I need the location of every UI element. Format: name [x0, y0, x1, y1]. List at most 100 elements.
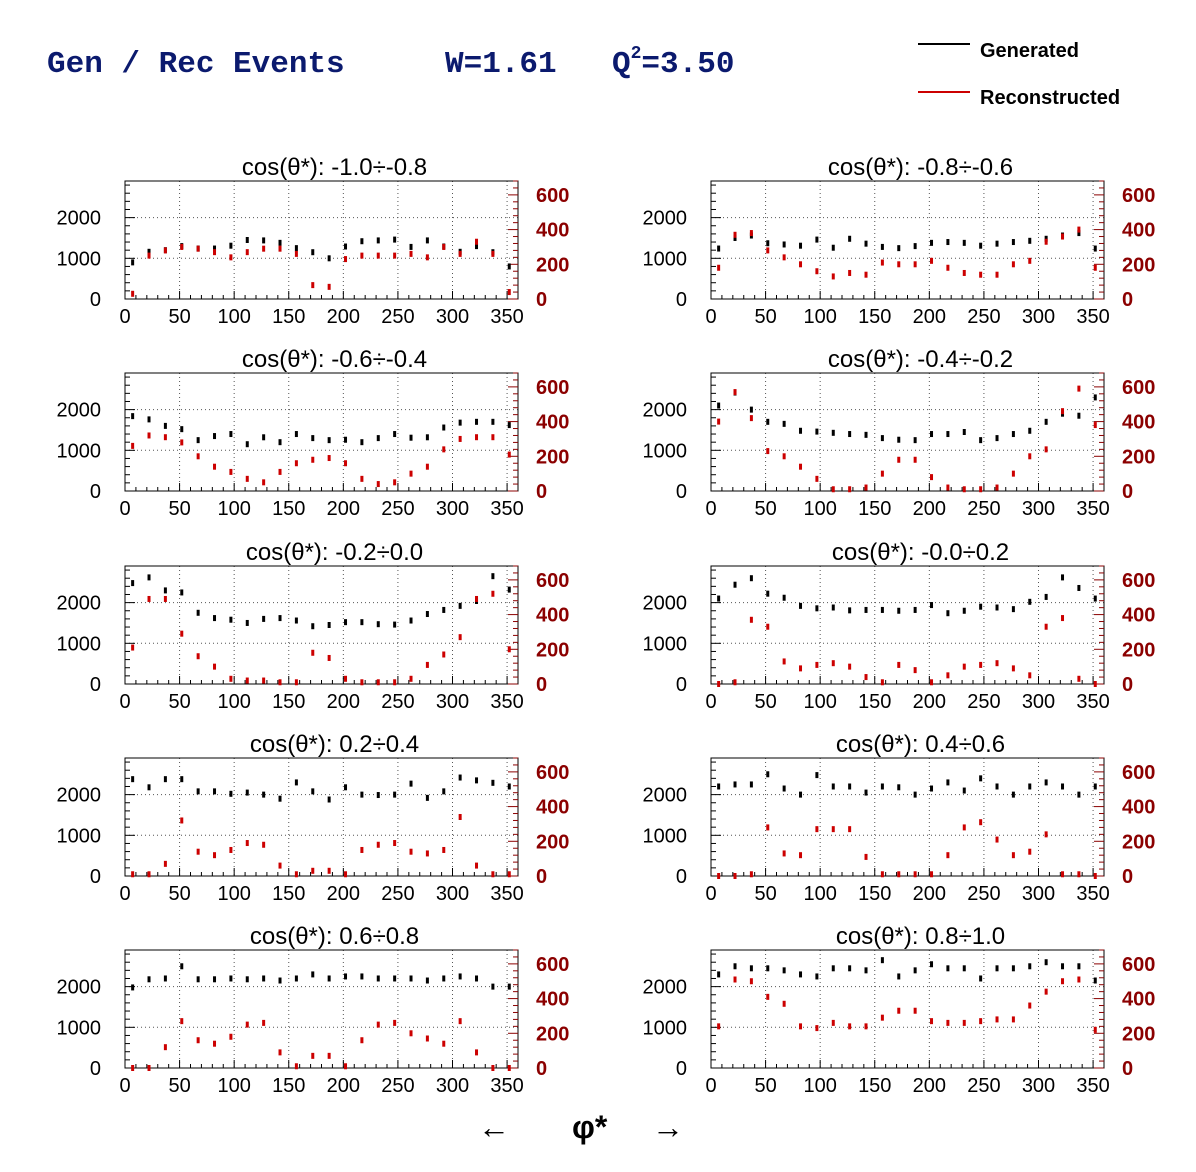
reconstructed-point [360, 1037, 364, 1044]
generated-point [782, 594, 786, 601]
generated-point [995, 435, 999, 442]
bottom-tick-label: 250 [381, 691, 414, 713]
generated-point [393, 791, 397, 798]
generated-point [815, 605, 819, 612]
reconstructed-point [733, 679, 737, 686]
panel-title: cos(θ*): 0.2÷0.4 [250, 731, 419, 758]
reconstructed-point [1028, 672, 1032, 679]
reconstructed-point [147, 252, 151, 259]
reconstructed-point [245, 840, 249, 847]
left-tick-label: 0 [676, 1058, 687, 1080]
bottom-tick-label: 200 [913, 883, 946, 905]
generated-point [507, 422, 511, 429]
generated-point [507, 586, 511, 593]
bottom-tick-label: 100 [803, 306, 836, 328]
plot-frame [124, 372, 519, 492]
reconstructed-point [1028, 1002, 1032, 1009]
right-tick-label: 400 [536, 220, 569, 242]
right-tick-label: 600 [1122, 377, 1155, 399]
left-tick-label: 0 [676, 481, 687, 503]
reconstructed-point [311, 867, 315, 874]
phi-star-label: φ* [572, 1109, 608, 1145]
reconstructed-point [946, 264, 950, 271]
reconstructed-point [180, 630, 184, 637]
plot-frame [710, 757, 1105, 877]
reconstructed-point [1028, 848, 1032, 855]
generated-point [393, 431, 397, 438]
generated-point [458, 419, 462, 426]
left-tick-label: 1000 [643, 248, 688, 270]
reconstructed-point [409, 848, 413, 855]
generated-point [799, 427, 803, 434]
generated-point [458, 774, 462, 781]
generated-point [229, 616, 233, 623]
generated-point [1061, 963, 1065, 970]
bottom-tick-label: 250 [967, 1075, 1000, 1097]
bottom-tick-label: 350 [1076, 1075, 1109, 1097]
bottom-tick-label: 200 [913, 691, 946, 713]
reconstructed-point [311, 456, 315, 463]
bottom-tick-label: 250 [381, 1075, 414, 1097]
reconstructed-point [864, 853, 868, 860]
generated-point [1093, 595, 1097, 602]
reconstructed-point [1061, 871, 1065, 878]
reconstructed-point [1061, 615, 1065, 622]
reconstructed-point [229, 1033, 233, 1040]
reconstructed-point [180, 243, 184, 250]
generated-point [897, 973, 901, 980]
reconstructed-point [848, 486, 852, 493]
reconstructed-point [749, 871, 753, 878]
left-tick-label: 1000 [643, 1017, 688, 1039]
generated-point [475, 243, 479, 250]
reconstructed-point [979, 486, 983, 493]
bottom-tick-label: 300 [1022, 691, 1055, 713]
generated-point [262, 237, 266, 244]
generated-point [1044, 418, 1048, 425]
generated-point [147, 784, 151, 791]
bottom-tick-label: 50 [754, 498, 776, 520]
reconstructed-point [1093, 1026, 1097, 1033]
generated-point [1011, 431, 1015, 438]
generated-point [376, 792, 380, 799]
bottom-tick-label: 200 [913, 1075, 946, 1097]
plot-frame [710, 372, 1105, 492]
left-tick-label: 1000 [57, 440, 102, 462]
reconstructed-point [1028, 453, 1032, 460]
reconstructed-point [1044, 988, 1048, 995]
bottom-tick-label: 100 [217, 498, 250, 520]
reconstructed-point [491, 590, 495, 597]
generated-point [913, 791, 917, 798]
reconstructed-point [962, 1019, 966, 1026]
generated-point [930, 239, 934, 246]
generated-point [995, 240, 999, 247]
reconstructed-point [913, 1007, 917, 1014]
reconstructed-point [213, 852, 217, 859]
generated-point [344, 619, 348, 626]
generated-point [147, 976, 151, 983]
generated-point [180, 589, 184, 596]
generated-point [294, 975, 298, 982]
generated-point [196, 976, 200, 983]
reconstructed-point [213, 249, 217, 256]
reconstructed-point [897, 456, 901, 463]
bottom-tick-label: 0 [705, 1075, 716, 1097]
generated-point [344, 784, 348, 791]
reconstructed-point [442, 651, 446, 658]
generated-point [897, 436, 901, 443]
panel-3: cos(θ*): -0.6÷-0.4 0 1000 2000 0 200 400 600 0 50… [57, 346, 570, 520]
bottom-tick-label: 150 [858, 1075, 891, 1097]
generated-point [946, 431, 950, 438]
reconstructed-point [163, 860, 167, 867]
panel-title: cos(θ*): -1.0÷-0.8 [242, 154, 427, 181]
reconstructed-point [782, 1000, 786, 1007]
reconstructed-point [979, 1018, 983, 1025]
generated-point [733, 963, 737, 970]
reconstructed-point [393, 252, 397, 259]
reconstructed-point [196, 245, 200, 252]
reconstructed-point [979, 819, 983, 826]
reconstructed-point [376, 679, 380, 686]
reconstructed-point [962, 269, 966, 276]
generated-point [749, 965, 753, 972]
bottom-tick-label: 200 [327, 498, 360, 520]
reconstructed-point [815, 475, 819, 482]
